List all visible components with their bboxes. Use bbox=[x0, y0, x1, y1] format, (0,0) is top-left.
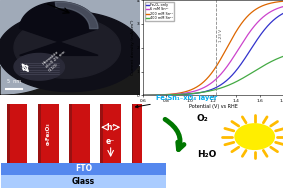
Polygon shape bbox=[0, 12, 143, 92]
Polygon shape bbox=[55, 2, 98, 29]
Polygon shape bbox=[14, 17, 121, 78]
Bar bbox=[100, 104, 121, 163]
X-axis label: Potential (V) vs RHE: Potential (V) vs RHE bbox=[188, 104, 237, 109]
Bar bbox=[38, 104, 59, 163]
Bar bbox=[38, 104, 41, 163]
Polygon shape bbox=[0, 57, 140, 95]
Bar bbox=[100, 104, 103, 163]
Polygon shape bbox=[14, 53, 65, 80]
Text: O₂: O₂ bbox=[197, 114, 209, 123]
Text: H₂O: H₂O bbox=[197, 150, 216, 159]
Bar bbox=[69, 104, 90, 163]
Text: FeₓSn₁₋xO₄ layer: FeₓSn₁₋xO₄ layer bbox=[135, 95, 217, 108]
Text: h⁺: h⁺ bbox=[106, 123, 115, 132]
Bar bbox=[132, 104, 142, 163]
Text: Hematite
d=0.25 nm
(110): Hematite d=0.25 nm (110) bbox=[42, 47, 69, 73]
Text: e⁻: e⁻ bbox=[106, 137, 115, 146]
Text: α-Fe₂O₃: α-Fe₂O₃ bbox=[46, 122, 51, 145]
Bar bbox=[69, 104, 72, 163]
Text: FTO: FTO bbox=[75, 164, 92, 173]
Text: 1.23 V: 1.23 V bbox=[219, 29, 223, 42]
Text: 5  nm: 5 nm bbox=[7, 79, 21, 84]
Bar bbox=[132, 104, 133, 163]
Bar bbox=[1, 175, 166, 188]
Bar bbox=[1, 163, 166, 175]
Bar bbox=[7, 104, 27, 163]
Circle shape bbox=[234, 123, 275, 150]
FancyArrowPatch shape bbox=[165, 119, 184, 149]
Bar bbox=[7, 104, 10, 163]
Text: Glass: Glass bbox=[72, 177, 95, 186]
Polygon shape bbox=[20, 2, 98, 55]
Legend: Fe₂O₃ only, 6 mM Sn⁴⁺, 200 mM Sn⁴⁺, 400 mM Sn⁴⁺: Fe₂O₃ only, 6 mM Sn⁴⁺, 200 mM Sn⁴⁺, 400 … bbox=[145, 2, 175, 21]
Y-axis label: Current density (mA/cm²): Current density (mA/cm²) bbox=[131, 20, 135, 75]
